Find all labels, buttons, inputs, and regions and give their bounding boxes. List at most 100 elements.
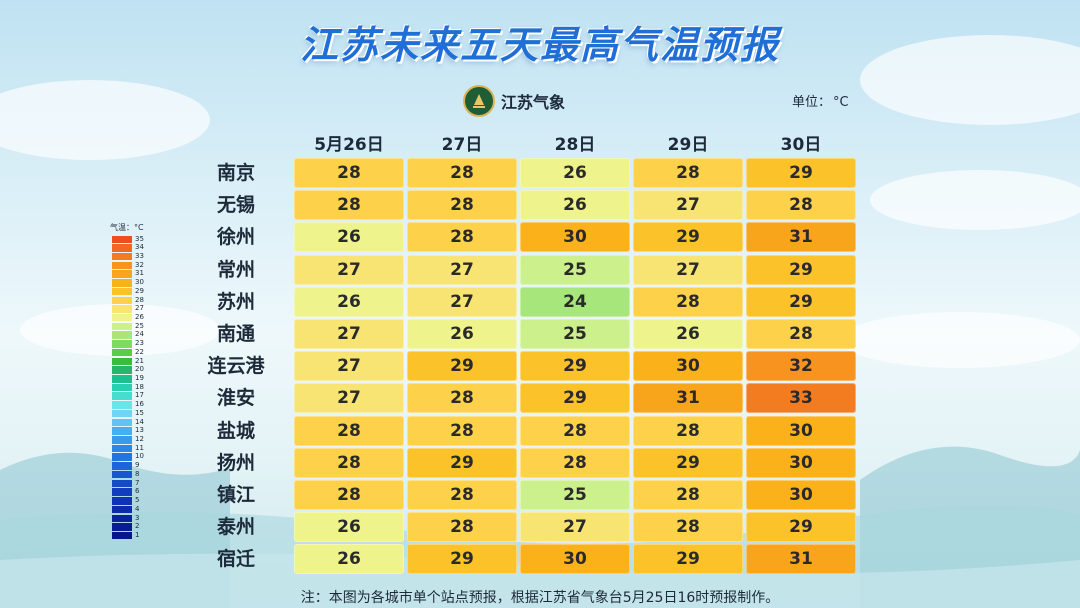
legend-swatch bbox=[112, 523, 132, 531]
city-label: 盐城 bbox=[216, 419, 255, 442]
legend-swatch bbox=[112, 383, 132, 392]
legend-item: 14 bbox=[110, 418, 160, 427]
page-title: 江苏未来五天最高气温预报 bbox=[299, 23, 780, 67]
legend-swatch bbox=[112, 453, 132, 461]
legend-item: 1 bbox=[110, 531, 160, 540]
legend-swatch bbox=[112, 313, 132, 322]
legend-swatch bbox=[112, 436, 132, 444]
legend-label: 25 bbox=[135, 321, 144, 330]
legend-label: 26 bbox=[135, 312, 144, 321]
temperature-cell: 27 bbox=[407, 286, 517, 317]
city-label: 常州 bbox=[216, 258, 255, 281]
legend-swatch bbox=[112, 497, 132, 505]
temperature-cell: 29 bbox=[407, 447, 517, 478]
column-header-day: 29日 bbox=[667, 135, 709, 155]
temperature-cell: 30 bbox=[520, 544, 630, 575]
legend-label: 23 bbox=[135, 339, 144, 348]
legend-label: 30 bbox=[135, 278, 144, 287]
legend-swatch bbox=[112, 340, 132, 348]
city-label: 南京 bbox=[216, 162, 255, 184]
temperature-cell: 28 bbox=[407, 158, 517, 188]
legend-swatch bbox=[112, 287, 132, 296]
legend-label: 16 bbox=[135, 400, 144, 409]
legend-label: 5 bbox=[135, 496, 140, 505]
legend-item: 10 bbox=[110, 452, 160, 462]
city-label: 宿迁 bbox=[216, 548, 255, 571]
legend-item: 25 bbox=[110, 322, 160, 331]
legend-swatch bbox=[112, 357, 132, 366]
legend-item: 7 bbox=[110, 479, 160, 488]
logo: 江苏气象 bbox=[463, 84, 565, 118]
temperature-cell: 28 bbox=[294, 415, 404, 446]
temperature-cell: 28 bbox=[407, 480, 517, 510]
legend-swatch bbox=[112, 296, 132, 305]
temperature-cell: 27 bbox=[407, 254, 517, 285]
legend-item: 31 bbox=[110, 269, 160, 279]
legend-label: 28 bbox=[135, 295, 144, 304]
temperature-cell: 29 bbox=[633, 222, 743, 253]
legend-item: 16 bbox=[110, 400, 160, 410]
legend-swatch bbox=[112, 392, 132, 400]
temperature-cell: 30 bbox=[520, 222, 630, 253]
legend-swatch bbox=[112, 401, 132, 409]
legend-swatch bbox=[112, 505, 132, 514]
legend-swatch bbox=[112, 470, 132, 479]
temperature-cell: 29 bbox=[746, 286, 856, 317]
legend-label: 29 bbox=[135, 286, 144, 295]
city-label: 镇江 bbox=[216, 484, 255, 506]
legend-label: 4 bbox=[135, 504, 140, 513]
legend-item: 30 bbox=[110, 278, 160, 288]
footnote: 注：本图为各城市单个站点预报，根据江苏省气象台5月25日16时预报制作。 bbox=[300, 590, 780, 606]
temperature-cell: 25 bbox=[520, 319, 630, 349]
temperature-cell: 28 bbox=[407, 415, 517, 446]
legend-swatch bbox=[112, 244, 132, 252]
legend-item: 15 bbox=[110, 409, 160, 418]
legend-swatch bbox=[112, 427, 132, 435]
legend-label: 7 bbox=[135, 478, 140, 487]
legend-item: 23 bbox=[110, 339, 160, 349]
temperature-cell: 30 bbox=[746, 415, 856, 446]
legend-item: 21 bbox=[110, 357, 160, 366]
column-header-day: 30日 bbox=[780, 135, 822, 155]
temperature-cell: 33 bbox=[746, 383, 856, 414]
legend-label: 31 bbox=[135, 269, 144, 278]
temperature-cell: 24 bbox=[520, 286, 630, 317]
legend-swatch bbox=[112, 322, 132, 331]
temperature-cell: 28 bbox=[520, 415, 630, 446]
temperature-cell: 30 bbox=[746, 447, 856, 478]
temperature-cell: 32 bbox=[746, 351, 856, 382]
temperature-cell: 29 bbox=[746, 158, 856, 188]
legend-swatch bbox=[112, 366, 132, 374]
legend-swatch bbox=[112, 279, 132, 287]
temperature-cell: 26 bbox=[520, 158, 630, 188]
temperature-cell: 26 bbox=[520, 190, 630, 221]
temperature-cell: 27 bbox=[633, 254, 743, 285]
legend-item: 28 bbox=[110, 296, 160, 305]
city-label: 徐州 bbox=[216, 226, 255, 249]
legend-item: 13 bbox=[110, 426, 160, 436]
temperature-cell: 29 bbox=[520, 383, 630, 414]
legend-item: 11 bbox=[110, 444, 160, 453]
legend-swatch bbox=[112, 444, 132, 453]
temperature-cell: 29 bbox=[633, 447, 743, 478]
temperature-cell: 28 bbox=[294, 158, 404, 188]
legend-item: 9 bbox=[110, 461, 160, 471]
temperature-cell: 27 bbox=[294, 383, 404, 414]
legend-title: 气温：°C bbox=[110, 223, 144, 232]
unit-prefix: 单位： bbox=[792, 95, 832, 110]
temperature-cell: 26 bbox=[633, 319, 743, 349]
temperature-cell: 28 bbox=[294, 480, 404, 510]
temperature-cell: 28 bbox=[294, 447, 404, 478]
temperature-cell: 29 bbox=[633, 544, 743, 575]
temperature-cell: 29 bbox=[746, 254, 856, 285]
legend-label: 20 bbox=[135, 365, 144, 374]
temperature-cell: 26 bbox=[294, 544, 404, 575]
temperature-cell: 26 bbox=[294, 512, 404, 543]
jiangsu-meteorology-emblem-icon bbox=[463, 85, 495, 117]
legend-swatch bbox=[112, 479, 132, 488]
legend-item: 34 bbox=[110, 243, 160, 253]
legend-item: 2 bbox=[110, 522, 160, 532]
temperature-cell: 28 bbox=[407, 383, 517, 414]
legend-swatch bbox=[112, 462, 132, 470]
legend-item: 22 bbox=[110, 348, 160, 357]
